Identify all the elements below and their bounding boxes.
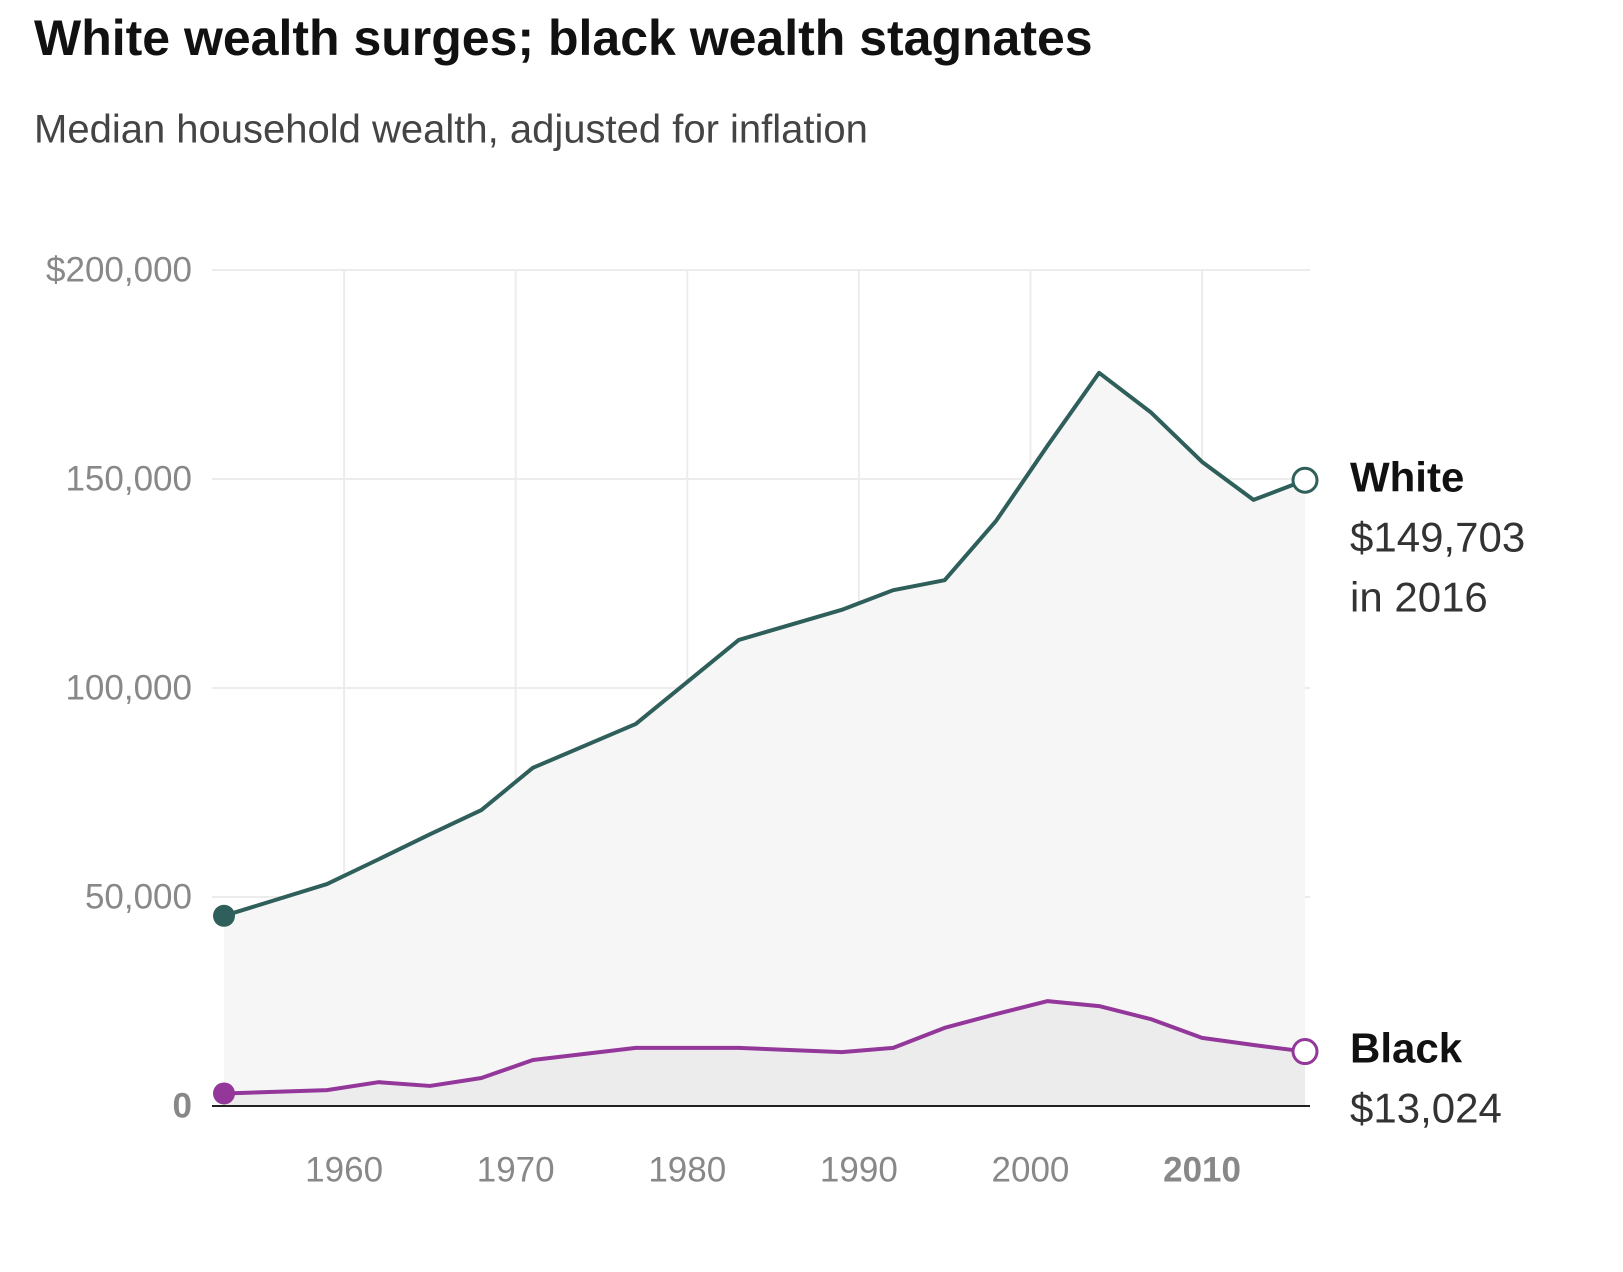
x-tick-label: 1990: [820, 1150, 898, 1189]
start-marker: [213, 904, 235, 927]
end-label: $149,703: [1350, 513, 1525, 560]
y-tick-label: $200,000: [46, 250, 192, 289]
y-tick-label: 0: [173, 1086, 192, 1125]
x-tick-label: 1980: [648, 1150, 726, 1189]
end-label: in 2016: [1350, 573, 1488, 620]
lines: [212, 370, 1319, 1107]
areas: [224, 372, 1305, 1106]
end-marker: [1291, 466, 1319, 494]
y-tick-label: 100,000: [65, 668, 192, 707]
area: [224, 1001, 1305, 1106]
x-tick-label: 2000: [992, 1150, 1070, 1189]
series-label: White: [1350, 453, 1464, 500]
x-tick-label: 1960: [305, 1150, 383, 1189]
line: [223, 370, 1306, 918]
chart-title: White wealth surges; black wealth stagna…: [34, 10, 1093, 66]
y-tick-label: 50,000: [85, 877, 192, 916]
line: [223, 999, 1306, 1096]
end-marker: [1291, 1038, 1319, 1066]
x-tick-label: 2010: [1163, 1150, 1241, 1189]
labels: 0 50,000 100,000 150,000 $200,000 1960 1970 198…: [46, 250, 1525, 1189]
chart-subtitle: Median household wealth, adjusted for in…: [34, 108, 868, 152]
series-label: Black: [1350, 1025, 1463, 1072]
start-marker: [213, 1082, 235, 1105]
y-tick-label: 150,000: [65, 459, 192, 498]
area: [224, 372, 1305, 1106]
end-label: $13,024: [1350, 1085, 1502, 1132]
x-tick-label: 1970: [477, 1150, 555, 1189]
